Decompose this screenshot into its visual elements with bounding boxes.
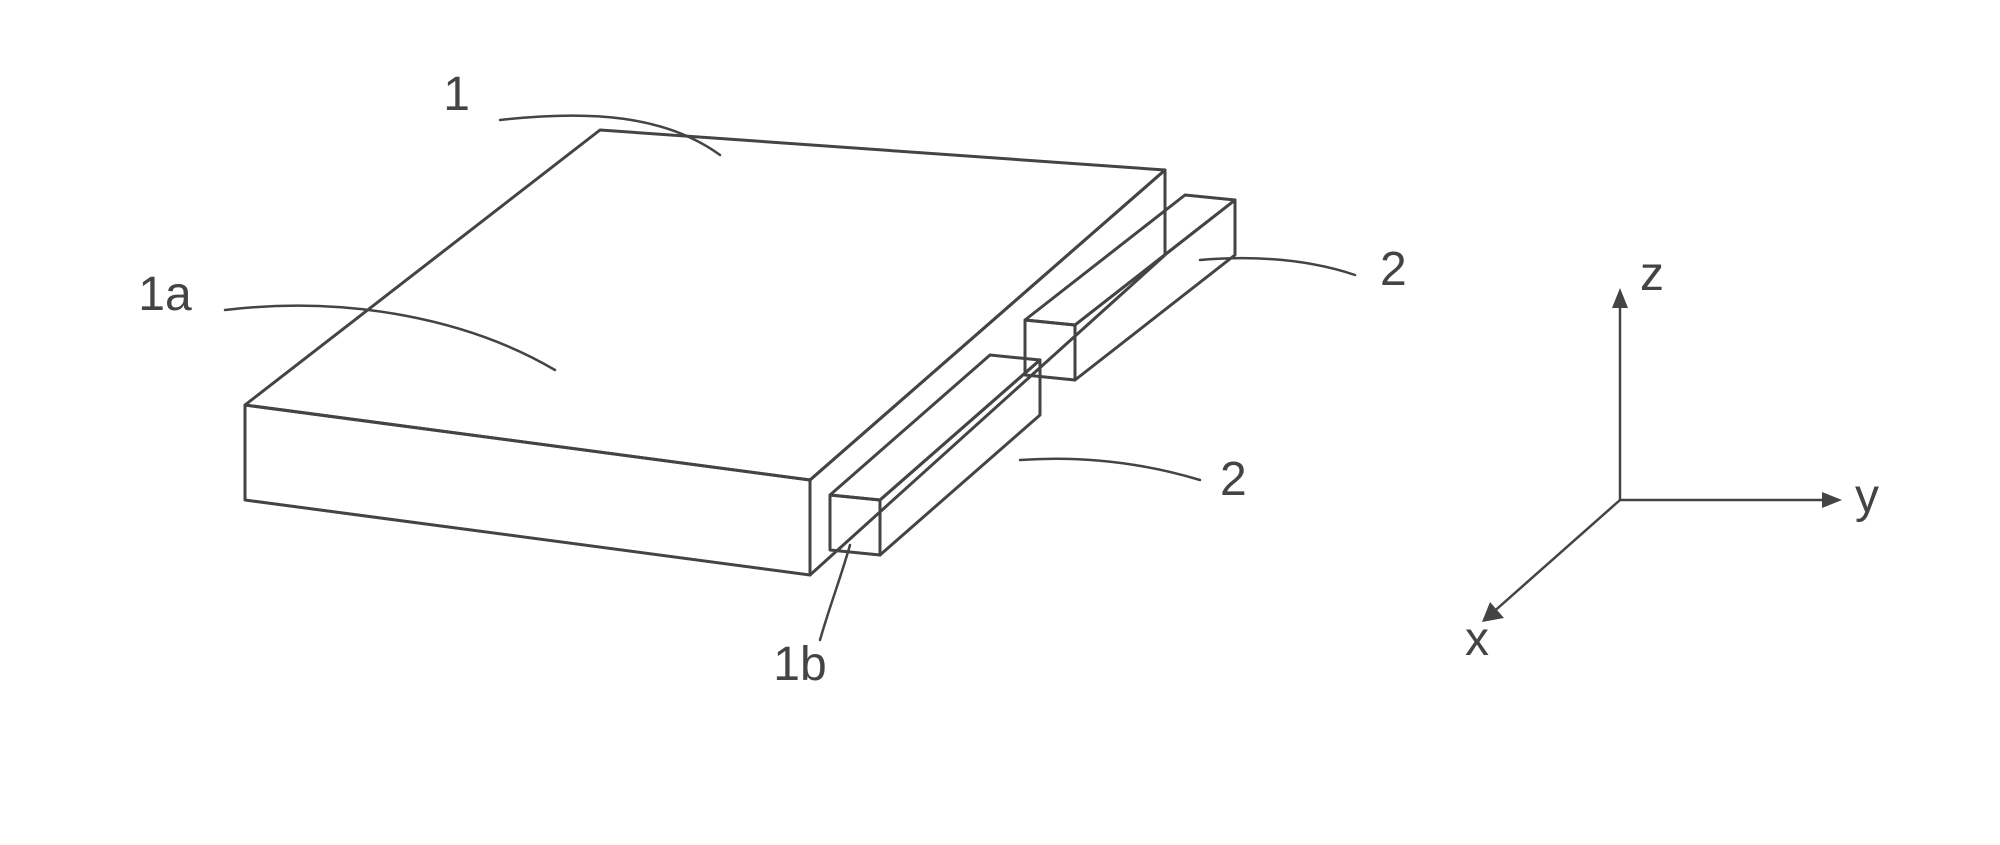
slab (245, 130, 1165, 575)
label-bar-front: 2 (1220, 453, 1247, 506)
slab-right-face (810, 170, 1165, 575)
label-side-face: 1b (773, 638, 826, 691)
slab-front-face (245, 405, 810, 575)
leader-bar-front (1020, 459, 1200, 480)
axis-y-arrow (1822, 492, 1842, 508)
bar-front (830, 355, 1040, 555)
bar-front-front (830, 495, 880, 555)
label-top-face: 1a (138, 268, 192, 321)
leader-side-face (820, 545, 850, 640)
axis-x-line (1490, 500, 1620, 615)
coordinate-axes: z y x (1465, 248, 1879, 666)
label-axis-y: y (1855, 470, 1879, 523)
bar-front-top (830, 355, 1040, 500)
bar-right-front (1025, 320, 1075, 380)
axis-z-arrow (1612, 288, 1628, 308)
label-axis-x: x (1465, 613, 1489, 666)
label-bar-right: 2 (1380, 243, 1407, 296)
leader-bar-right (1200, 258, 1355, 275)
leader-slab (500, 116, 720, 155)
leader-top-face (225, 306, 555, 370)
label-axis-z: z (1640, 248, 1664, 301)
label-slab: 1 (443, 68, 470, 121)
